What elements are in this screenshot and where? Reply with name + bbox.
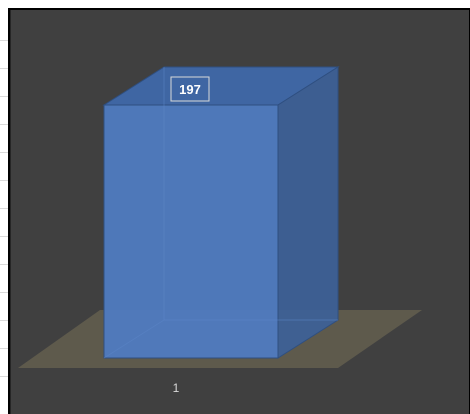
row-gridline (0, 40, 10, 41)
data-label: 197 (179, 82, 201, 97)
row-gridline (0, 292, 10, 293)
bar-1[interactable] (102, 66, 340, 359)
data-label-box[interactable] (170, 76, 210, 102)
row-gridline (0, 236, 10, 237)
row-gridline (0, 320, 10, 321)
row-gridline (0, 152, 10, 153)
row-gridline (0, 68, 10, 69)
row-gridline (0, 348, 10, 349)
row-gridline (0, 208, 10, 209)
x-tick-label: 1 (173, 381, 180, 395)
row-gridline (0, 96, 10, 97)
bar-back-edge (103, 319, 165, 359)
row-gridline (0, 264, 10, 265)
bar-group (102, 66, 340, 359)
row-gridline (0, 124, 10, 125)
x-axis-ticks: 1 (173, 381, 180, 395)
bar-front-face (103, 104, 279, 359)
data-labels: 197 (170, 76, 210, 102)
row-gridline (0, 180, 10, 181)
row-gridline (0, 376, 10, 377)
bar-side-face (277, 66, 339, 359)
